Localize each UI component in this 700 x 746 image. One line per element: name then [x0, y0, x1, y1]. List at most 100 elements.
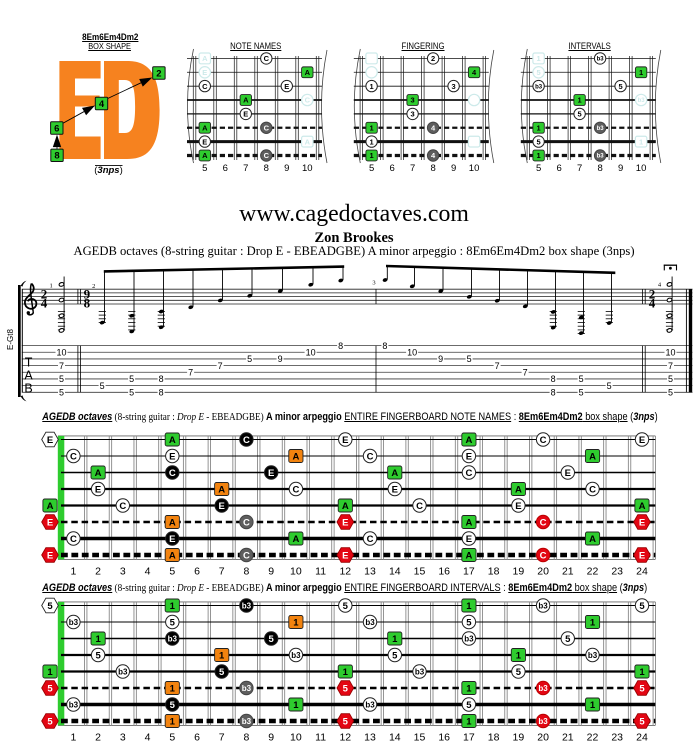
svg-text:1: 1: [537, 123, 541, 132]
svg-text:A: A: [292, 451, 299, 462]
svg-text:1: 1: [370, 137, 374, 146]
svg-text:7: 7: [219, 566, 225, 578]
svg-text:1: 1: [293, 700, 299, 711]
svg-text:4: 4: [145, 566, 151, 578]
svg-text:6: 6: [223, 163, 228, 174]
svg-text:5: 5: [578, 110, 582, 119]
svg-text:8: 8: [382, 341, 387, 351]
svg-text:14: 14: [389, 566, 401, 578]
svg-text:1: 1: [537, 151, 541, 160]
svg-text:5: 5: [202, 163, 207, 174]
svg-text:3: 3: [411, 96, 415, 105]
svg-text:A: A: [342, 501, 349, 512]
svg-text:18: 18: [488, 566, 500, 578]
svg-text:C: C: [465, 468, 472, 479]
svg-text:20: 20: [537, 566, 549, 578]
svg-text:12: 12: [339, 566, 351, 578]
svg-text:10: 10: [56, 348, 66, 358]
svg-text:1: 1: [170, 683, 176, 694]
svg-text:1: 1: [219, 650, 225, 661]
svg-text:7: 7: [668, 361, 673, 371]
svg-text:1: 1: [95, 634, 101, 645]
svg-text:3: 3: [120, 566, 126, 578]
svg-text:5: 5: [668, 374, 673, 384]
svg-text:24: 24: [636, 566, 648, 578]
svg-text:E: E: [466, 534, 472, 545]
svg-text:A: A: [243, 96, 249, 105]
svg-text:E: E: [169, 534, 175, 545]
svg-text:1: 1: [49, 282, 52, 289]
svg-text:16: 16: [438, 566, 450, 578]
svg-text:1: 1: [47, 667, 53, 678]
svg-text:b3: b3: [538, 684, 548, 693]
svg-text:15: 15: [414, 732, 426, 744]
svg-text:C: C: [243, 435, 250, 446]
svg-text:A: A: [292, 534, 299, 545]
svg-text:21: 21: [562, 566, 574, 578]
svg-text:A: A: [169, 550, 176, 561]
svg-text:C: C: [264, 123, 270, 132]
svg-text:9: 9: [284, 163, 289, 174]
svg-text:5: 5: [639, 716, 645, 727]
svg-text:5: 5: [466, 617, 472, 628]
svg-text:b3: b3: [638, 98, 646, 104]
svg-text:7: 7: [495, 361, 500, 371]
svg-text:9: 9: [268, 566, 274, 578]
svg-text:E: E: [392, 484, 398, 495]
svg-text:5: 5: [343, 716, 349, 727]
svg-text:1: 1: [293, 617, 299, 628]
svg-text:9: 9: [278, 354, 283, 364]
svg-text:A: A: [169, 435, 176, 446]
svg-text:13: 13: [364, 566, 376, 578]
svg-text:3: 3: [452, 82, 456, 91]
svg-text:9: 9: [84, 286, 91, 301]
svg-text:C: C: [540, 550, 547, 561]
svg-text:A: A: [465, 550, 472, 561]
svg-text:E: E: [169, 451, 175, 462]
svg-text:5: 5: [565, 634, 571, 645]
svg-text:C: C: [243, 550, 250, 561]
svg-text:1: 1: [639, 68, 643, 77]
svg-text:1: 1: [170, 601, 176, 612]
svg-text:7: 7: [219, 732, 225, 744]
svg-text:b3: b3: [597, 154, 605, 160]
svg-text:5: 5: [129, 374, 134, 384]
svg-text:19: 19: [513, 732, 525, 744]
svg-text:b3: b3: [118, 667, 128, 676]
svg-text:E: E: [47, 550, 53, 561]
svg-text:24: 24: [636, 732, 648, 744]
svg-text:5: 5: [467, 354, 472, 364]
svg-text:b3: b3: [538, 601, 548, 610]
svg-text:1: 1: [70, 732, 76, 744]
svg-text:E: E: [202, 68, 207, 77]
svg-text:5: 5: [59, 388, 64, 398]
svg-text:E: E: [47, 517, 53, 528]
svg-text:5: 5: [466, 700, 472, 711]
svg-text:4: 4: [145, 732, 151, 744]
svg-text:1: 1: [370, 151, 374, 160]
svg-text:15: 15: [414, 566, 426, 578]
svg-text:8: 8: [84, 296, 91, 311]
svg-text:5: 5: [59, 374, 64, 384]
svg-text:E: E: [639, 435, 645, 446]
svg-text:A: A: [589, 534, 596, 545]
svg-text:18: 18: [488, 732, 500, 744]
svg-text:C: C: [367, 534, 374, 545]
svg-text:5: 5: [639, 683, 645, 694]
svg-text:E: E: [284, 82, 289, 91]
svg-text:5: 5: [668, 388, 673, 398]
svg-text:b3: b3: [242, 684, 252, 693]
svg-text:3: 3: [411, 110, 415, 119]
svg-text:A: A: [515, 484, 522, 495]
svg-text:5: 5: [95, 650, 101, 661]
svg-text:5: 5: [170, 700, 176, 711]
svg-text:E: E: [47, 435, 53, 446]
svg-text:5: 5: [247, 354, 252, 364]
svg-text:21: 21: [562, 732, 574, 744]
svg-text:b3: b3: [365, 618, 375, 627]
svg-text:2: 2: [156, 68, 161, 79]
svg-text:1: 1: [70, 566, 76, 578]
svg-text:1: 1: [516, 650, 522, 661]
svg-text:7: 7: [59, 361, 64, 371]
svg-text:16: 16: [438, 732, 450, 744]
